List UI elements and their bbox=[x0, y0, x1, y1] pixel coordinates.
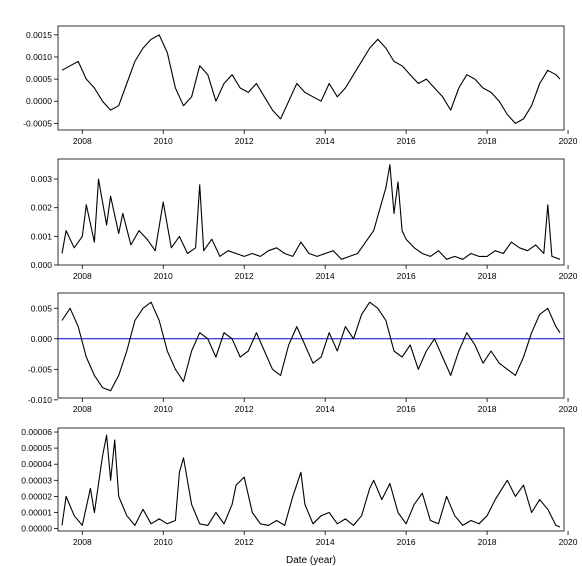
y-tick-label: 0.0005 bbox=[26, 74, 52, 84]
y-tick-label: 0.001 bbox=[31, 231, 53, 241]
x-tick-label: 2012 bbox=[235, 537, 254, 547]
y-tick-label: 0.005 bbox=[31, 303, 53, 313]
y-tick-label: 0.00000 bbox=[21, 524, 52, 534]
x-tick-label: 2020 bbox=[559, 537, 578, 547]
x-tick-label: 2014 bbox=[316, 136, 335, 146]
x-tick-label: 2014 bbox=[316, 537, 335, 547]
panel-4: 2008 2010 2012 2014 2016 2018 2020 0.00000 0.000… bbox=[21, 427, 578, 566]
y-tick-label: -0.010 bbox=[28, 395, 52, 405]
y-tick-label: 0.00003 bbox=[21, 475, 52, 485]
y-tick-label: 0.0015 bbox=[26, 30, 52, 40]
panel-1: 2008 2010 2012 2014 2016 2018 2020 -0.0005 0.000… bbox=[23, 25, 578, 146]
y-tick-label: 0.00006 bbox=[21, 427, 52, 437]
x-tick-label: 2010 bbox=[154, 537, 173, 547]
x-tick-label: 2018 bbox=[478, 136, 497, 146]
x-tick-label: 2010 bbox=[154, 271, 173, 281]
series-line bbox=[61, 164, 561, 260]
y-tick-label: 0.00002 bbox=[21, 491, 52, 501]
y-tick-label: 0.00005 bbox=[21, 443, 52, 453]
y-tick-label: 0.0000 bbox=[26, 96, 52, 106]
x-tick-label: 2010 bbox=[154, 404, 173, 414]
x-tick-label: 2010 bbox=[154, 136, 173, 146]
plot-frame bbox=[57, 427, 565, 532]
y-tick-label: -0.0005 bbox=[23, 118, 52, 128]
series-line bbox=[61, 34, 561, 124]
x-tick-label: 2014 bbox=[316, 271, 335, 281]
x-tick-label: 2012 bbox=[235, 404, 254, 414]
x-tick-label: 2020 bbox=[559, 404, 578, 414]
plot-frame bbox=[57, 292, 565, 399]
x-tick-label: 2016 bbox=[397, 537, 416, 547]
x-tick-label: 2008 bbox=[73, 271, 92, 281]
x-tick-label: 2016 bbox=[397, 404, 416, 414]
plot-frame bbox=[57, 25, 565, 131]
x-tick-label: 2012 bbox=[235, 136, 254, 146]
x-axis-label: Date (year) bbox=[286, 555, 336, 566]
x-tick-label: 2008 bbox=[73, 136, 92, 146]
x-tick-label: 2018 bbox=[478, 404, 497, 414]
x-tick-label: 2018 bbox=[478, 537, 497, 547]
x-tick-label: 2016 bbox=[397, 136, 416, 146]
x-tick-label: 2008 bbox=[73, 404, 92, 414]
series-line bbox=[61, 434, 561, 528]
y-tick-label: 0.00001 bbox=[21, 507, 52, 517]
x-tick-label: 2016 bbox=[397, 271, 416, 281]
y-tick-label: 0.002 bbox=[31, 203, 53, 213]
plot-frame bbox=[57, 158, 565, 266]
x-tick-label: 2018 bbox=[478, 271, 497, 281]
x-tick-label: 2020 bbox=[559, 271, 578, 281]
y-tick-label: 0.000 bbox=[31, 260, 53, 270]
y-tick-label: 0.000 bbox=[31, 334, 53, 344]
x-tick-label: 2020 bbox=[559, 136, 578, 146]
y-tick-label: 0.003 bbox=[31, 174, 53, 184]
x-tick-label: 2012 bbox=[235, 271, 254, 281]
y-tick-label: 0.0010 bbox=[26, 52, 52, 62]
y-tick-label: -0.005 bbox=[28, 364, 52, 374]
panel-3: 2008 2010 2012 2014 2016 2018 2020 -0.010 -0.005… bbox=[28, 292, 578, 414]
x-tick-label: 2014 bbox=[316, 404, 335, 414]
y-tick-label: 0.00004 bbox=[21, 459, 52, 469]
series-line bbox=[61, 301, 561, 392]
panel-2: 2008 2010 2012 2014 2016 2018 2020 0.000 0.001 0.… bbox=[31, 158, 578, 281]
x-tick-label: 2008 bbox=[73, 537, 92, 547]
